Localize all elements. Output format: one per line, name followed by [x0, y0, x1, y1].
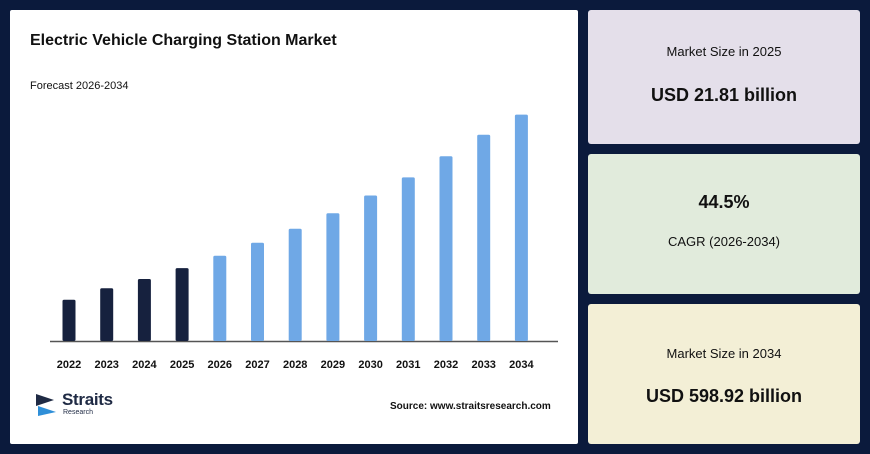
- x-tick-label: 2028: [283, 359, 307, 371]
- bar-2024: [137, 279, 151, 341]
- x-tick-label: 2033: [471, 359, 495, 371]
- x-tick-label: 2027: [245, 359, 269, 371]
- bar-2031: [401, 177, 415, 341]
- logo-wordmark: Straits: [62, 390, 113, 409]
- bar-2027: [251, 242, 264, 341]
- bar-2030: [364, 195, 378, 341]
- bar-2034: [514, 114, 528, 341]
- source-note: Source: www.straitsresearch.com: [390, 401, 551, 412]
- x-tick-label: 2026: [208, 359, 232, 371]
- x-tick-label: 2023: [94, 359, 118, 371]
- bar-2032: [439, 156, 453, 341]
- x-tick-label: 2024: [132, 359, 157, 371]
- bar-2025: [175, 268, 189, 341]
- market-size-2025-card: Market Size in 2025 USD 21.81 billion: [588, 10, 860, 144]
- straits-logo-icon: [36, 394, 56, 416]
- card-label: CAGR (2026-2034): [668, 234, 780, 249]
- x-tick-label: 2030: [358, 359, 382, 371]
- x-tick-label: 2031: [396, 359, 420, 371]
- x-tick-label: 2034: [509, 359, 534, 371]
- bar-2026: [213, 255, 227, 341]
- card-label: Market Size in 2034: [666, 346, 782, 361]
- bar-chart: 2022 2023 2024 2025 2026 2027 2028 2029 2030 2031…: [50, 114, 558, 371]
- x-tick-label: 2029: [321, 359, 345, 371]
- source-label: Source:: [390, 401, 428, 412]
- chart-title: Electric Vehicle Charging Station Market: [30, 32, 337, 49]
- bar-2029: [326, 213, 340, 341]
- market-size-2034-card: Market Size in 2034 USD 598.92 billion: [588, 304, 860, 444]
- card-value: USD 21.81 billion: [650, 85, 798, 105]
- chart-subtitle: Forecast 2026-2034: [30, 80, 129, 92]
- x-tick-label: 2022: [57, 359, 81, 371]
- cagr-card: 44.5% CAGR (2026-2034): [588, 154, 860, 294]
- x-tick-label: 2032: [434, 359, 458, 371]
- bar-2028: [288, 228, 302, 341]
- card-value: 44.5%: [698, 192, 750, 212]
- logo-subtext: Research: [63, 409, 93, 416]
- straits-research-logo: Straits Research: [34, 390, 144, 420]
- x-tick-label: 2025: [170, 359, 194, 371]
- source-url: www.straitsresearch.com: [430, 401, 551, 412]
- card-value: USD 598.92 billion: [645, 386, 803, 406]
- bar-2022: [62, 299, 76, 341]
- bar-2033: [477, 134, 491, 341]
- card-label: Market Size in 2025: [666, 44, 782, 59]
- chart-panel: Electric Vehicle Charging Station Market…: [10, 10, 578, 444]
- bar-2023: [100, 288, 114, 341]
